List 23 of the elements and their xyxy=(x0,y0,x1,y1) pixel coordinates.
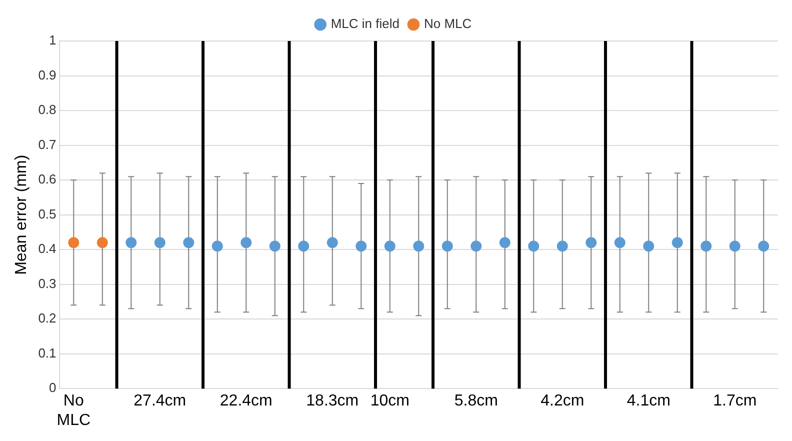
legend-label: No MLC xyxy=(424,16,472,32)
x-tick-label: 5.8cm xyxy=(454,392,498,410)
y-tick-label: 0.9 xyxy=(38,67,56,82)
y-tick-label: 0.5 xyxy=(38,206,56,222)
x-tick-label: 4.1cm xyxy=(626,392,670,410)
y-tick-label: 0.7 xyxy=(38,136,56,152)
x-tick-label: 4.2cm xyxy=(540,392,584,410)
y-tick-label: 0.3 xyxy=(38,276,56,291)
y-tick-label: 0 xyxy=(49,380,56,396)
y-tick-label: 1 xyxy=(49,32,56,48)
x-tick-label: 18.3cm xyxy=(306,392,359,410)
y-axis-title: Mean error (mm) xyxy=(13,154,30,275)
y-tick-label: 0.4 xyxy=(38,241,56,256)
x-tick-label: No MLC xyxy=(56,392,91,429)
legend-label: MLC in field xyxy=(330,16,400,32)
y-tick-label: 0.8 xyxy=(38,102,56,118)
x-tick-label: 27.4cm xyxy=(134,392,186,410)
x-tick-label: 1.7cm xyxy=(713,392,757,410)
y-tick-label: 0.6 xyxy=(38,172,56,187)
y-tick-label: 0.1 xyxy=(38,345,56,360)
y-tick-label: 0.2 xyxy=(38,310,56,326)
x-tick-label: 10cm xyxy=(370,392,410,410)
x-tick-label: 22.4cm xyxy=(220,392,272,410)
